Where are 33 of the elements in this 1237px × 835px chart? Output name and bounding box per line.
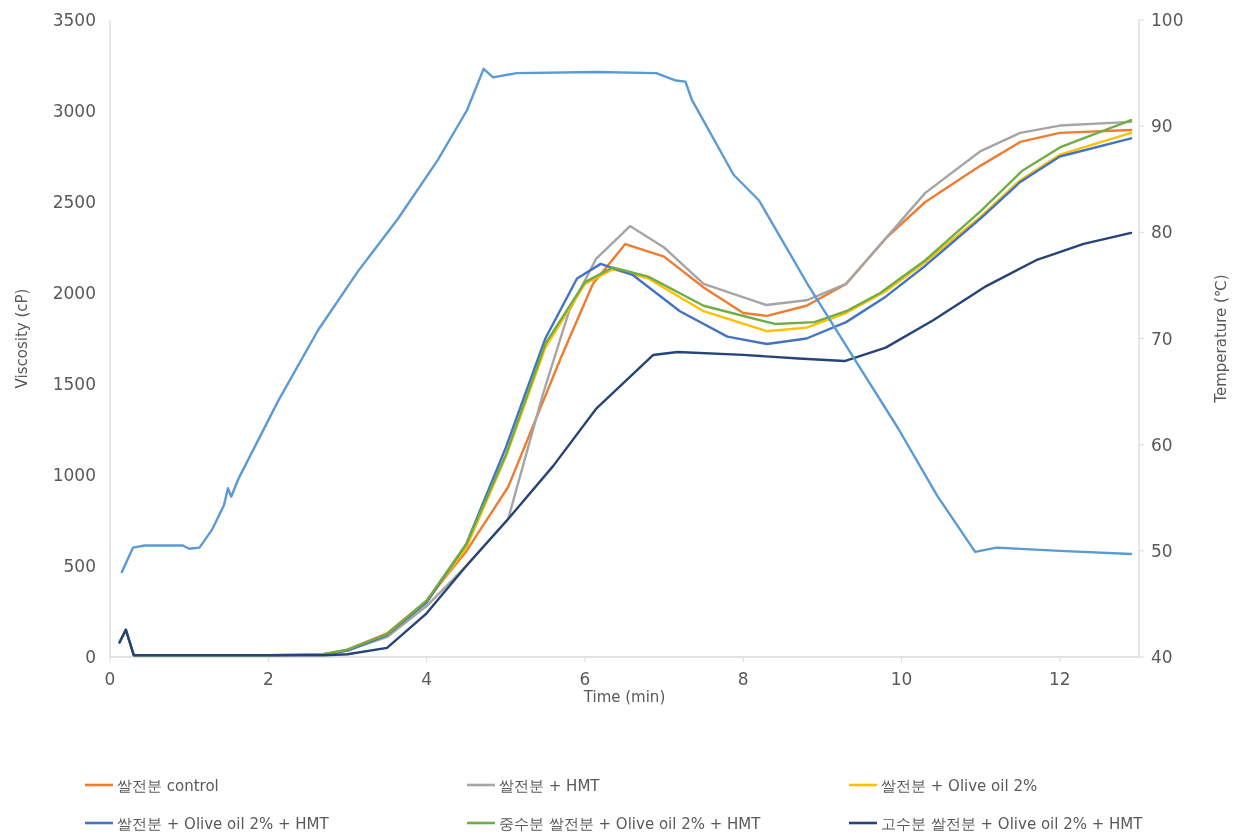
x-tick-label: 10 — [890, 669, 913, 689]
y2-tick-label: 80 — [1151, 222, 1173, 243]
y-tick-label: 3500 — [52, 10, 96, 30]
y-tick-label: 2000 — [52, 283, 96, 303]
legend-label: 고수분 쌀전분 + Olive oil 2% + HMT — [881, 815, 1144, 833]
x-tick-label: 0 — [104, 669, 116, 689]
x-tick-label: 6 — [579, 669, 591, 689]
y-axis-title: Viscosity (cP) — [13, 288, 31, 389]
line-series — [118, 231, 1133, 657]
legend-label: 쌀전분 + HMT — [499, 777, 601, 795]
y2-axis-title: Temperature (℃) — [1212, 274, 1230, 404]
x-axis-title: Time (min) — [582, 688, 666, 706]
legend-label: 중수분 쌀전분 + Olive oil 2% + HMT — [499, 815, 762, 833]
y-tick-label: 3000 — [52, 101, 96, 121]
y2-tick-label: 40 — [1151, 647, 1173, 667]
y-tick-label: 1000 — [52, 465, 96, 485]
y-tick-label: 1500 — [52, 374, 96, 394]
y2-tick-label: 100 — [1151, 10, 1184, 30]
x-tick-label: 8 — [737, 669, 749, 689]
y2-tick-label: 90 — [1151, 116, 1173, 137]
y-tick-label: 500 — [63, 556, 96, 576]
x-tick-label: 4 — [421, 669, 433, 689]
legend-label: 쌀전분 control — [117, 777, 219, 795]
x-tick-label: 12 — [1049, 669, 1071, 689]
y2-tick-label: 60 — [1151, 434, 1173, 455]
y-tick-label: 2500 — [52, 192, 96, 212]
y2-tick-label: 70 — [1151, 328, 1173, 349]
legend-label: 쌀전분 + Olive oil 2% — [881, 777, 1038, 795]
line-series — [120, 67, 1133, 574]
y2-tick-label: 50 — [1151, 540, 1173, 561]
legend-label: 쌀전분 + Olive oil 2% + HMT — [117, 815, 330, 833]
x-tick-label: 2 — [262, 669, 274, 689]
y-tick-label: 0 — [85, 647, 96, 667]
